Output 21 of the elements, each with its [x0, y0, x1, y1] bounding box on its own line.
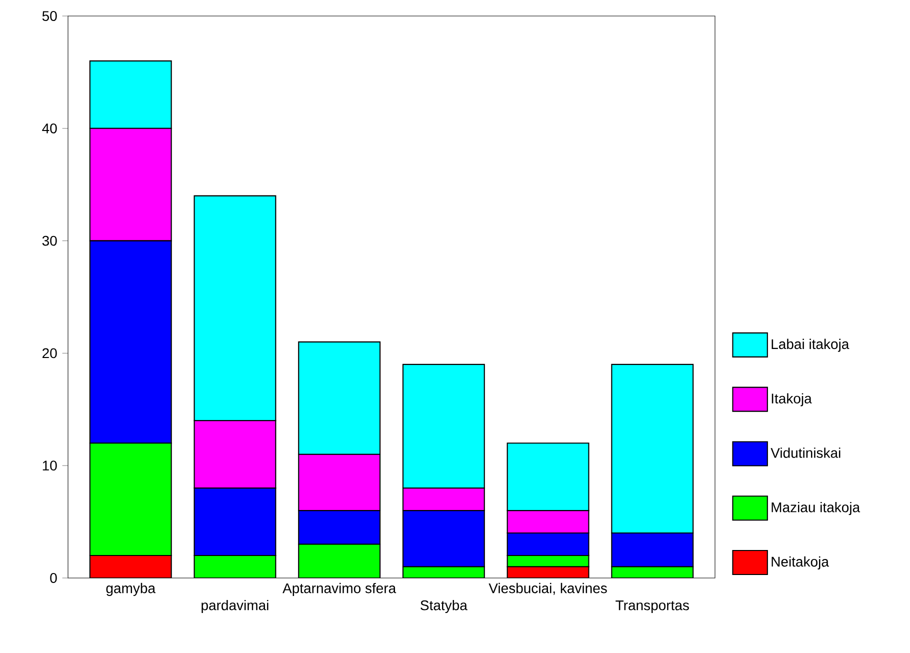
y-tick-label: 10: [42, 460, 57, 471]
y-tick-label: 20: [42, 348, 57, 358]
bar: [194, 556, 276, 578]
x-tick-label: Statyba: [420, 600, 468, 614]
y-tick-label: 0: [50, 573, 57, 583]
x-tick-label: Aptarnavimo sfera: [282, 582, 396, 596]
legend-label: Itakoja: [772, 393, 812, 406]
legend-label: Labai itakoja: [772, 338, 850, 352]
legend-label: Vidutiniskai: [770, 448, 840, 458]
bar: [298, 544, 380, 578]
bar: [89, 442, 172, 556]
legend-label: Maziau itakoja: [772, 502, 860, 516]
y-tick-label: 40: [42, 123, 57, 134]
y-tick-label: 50: [42, 11, 57, 21]
x-tick-label: pardavimai: [202, 600, 268, 614]
y-tick-label: 30: [42, 236, 57, 246]
x-tick-label: gamyba: [106, 582, 156, 596]
x-tick-label: Viesbuciai, kavines: [488, 582, 607, 595]
legend-label: Neitakoja: [772, 556, 829, 570]
bar: [90, 556, 172, 578]
x-tick-label: Transportas: [616, 600, 689, 614]
